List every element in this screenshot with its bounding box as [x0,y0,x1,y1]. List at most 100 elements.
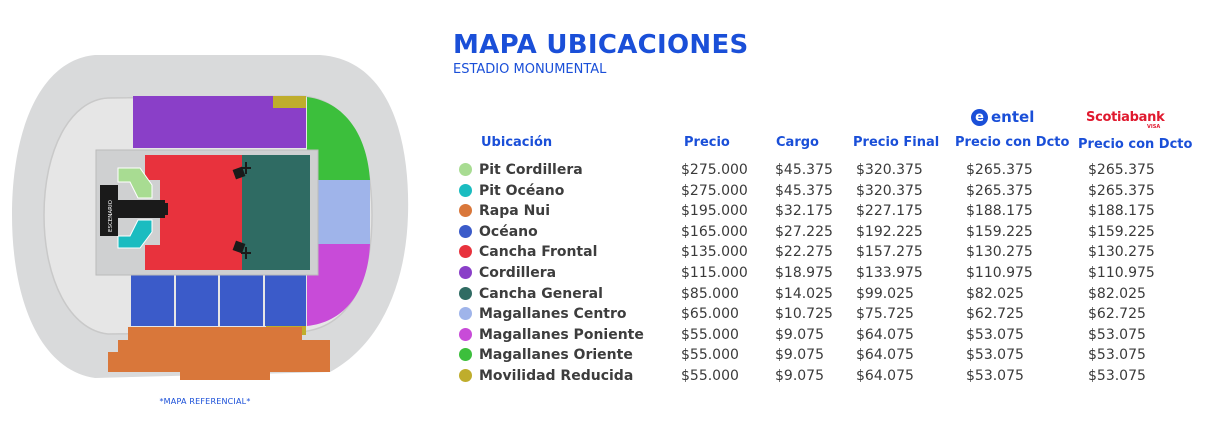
stadium-map: ESCENARIO [12,55,409,380]
zone-color-dot [459,327,472,341]
price-cell: $85.000 [681,285,739,302]
final-price-cell: $192.225 [856,223,923,240]
stage-ramp [148,203,168,215]
entel-price-cell: $159.225 [966,223,1033,240]
entel-price-cell: $265.375 [966,162,1033,178]
scotia-price-cell: $82.025 [1088,285,1146,302]
table-row: Pit Cordillera $275.000 $45.375 $320.375 $26… [0,160,1209,180]
final-price-cell: $227.175 [856,203,923,220]
fee-cell: $9.075 [775,347,824,364]
page-title: MAPA UBICACIONES [453,30,749,60]
stage-label: ESCENARIO [108,199,114,232]
scotia-price-cell: $53.075 [1088,368,1146,384]
table-row: Movilidad Reducida $55.000 $9.075 $64.075 $5… [0,366,1209,386]
zone-name: Océano [479,223,538,240]
scotia-price-cell: $188.175 [1088,203,1155,220]
foh-tower-top-icon [232,162,251,180]
scotia-price-cell: $62.725 [1088,306,1146,323]
scotia-price-cell: $159.225 [1088,223,1155,240]
zone-name: Rapa Nui [479,203,551,220]
section-magallanes-poniente[interactable] [307,244,370,326]
zone-color-dot [459,204,472,218]
final-price-cell: $64.075 [856,368,914,384]
table-row: Océano $165.000 $27.225 $192.225 $159.225 $15… [0,222,1209,242]
zone-color-dot [459,224,472,238]
final-price-cell: $99.025 [856,285,914,302]
final-price-cell: $64.075 [856,326,914,343]
fee-cell: $27.225 [775,223,833,240]
fee-cell: $45.375 [775,182,833,199]
entel-price-cell: $62.725 [966,306,1024,323]
entel-price-cell: $53.075 [966,368,1024,384]
fee-cell: $14.025 [775,285,833,302]
scotia-price-cell: $130.275 [1088,244,1155,261]
table-row: Cancha Frontal $135.000 $22.275 $157.275 $13… [0,242,1209,262]
scotia-price-cell: $53.075 [1088,347,1146,364]
price-cell: $55.000 [681,326,739,343]
zone-color-dot [459,163,472,176]
section-pit-cordillera[interactable] [117,167,153,199]
price-cell: $55.000 [681,368,739,384]
header-precio-scotia: Precio con Dcto [1078,137,1193,152]
zone-name: Magallanes Poniente [479,326,644,343]
header-precio: Precio [684,135,730,150]
table-row: Magallanes Oriente $55.000 $9.075 $64.075 $5… [0,345,1209,365]
entel-price-cell: $82.025 [966,285,1024,302]
section-cancha-frontal[interactable] [145,155,242,270]
price-cell: $115.000 [681,265,748,281]
section-magallanes-centro[interactable] [318,180,370,244]
price-cell: $165.000 [681,223,748,240]
map-caption: *MAPA REFERENCIAL* [159,397,251,406]
final-price-cell: $320.375 [856,162,923,178]
foh-tower-bottom-icon [232,240,251,259]
price-cell: $135.000 [681,244,748,261]
final-price-cell: $157.275 [856,244,923,261]
fee-cell: $10.725 [775,306,833,323]
section-movilidad-reducida-top[interactable] [273,96,306,108]
entel-name: entel [991,108,1035,126]
table-row: Magallanes Poniente $55.000 $9.075 $64.075 $… [0,325,1209,345]
fee-cell: $32.175 [775,203,833,220]
final-price-cell: $133.975 [856,265,923,281]
entel-mark-icon: e [971,108,988,126]
fee-cell: $9.075 [775,326,824,343]
section-rapa-nui[interactable] [108,327,330,380]
entel-price-cell: $53.075 [966,326,1024,343]
entel-price-cell: $130.275 [966,244,1033,261]
scotia-price-cell: $53.075 [1088,326,1146,343]
table-row: Cancha General $85.000 $14.025 $99.025 $82.0… [0,284,1209,304]
zone-name: Magallanes Oriente [479,347,633,364]
scotia-price-cell: $265.375 [1088,182,1155,199]
zone-name: Cancha General [479,285,603,302]
price-cell: $65.000 [681,306,739,323]
zone-name: Pit Cordillera [479,162,583,178]
fee-cell: $18.975 [775,265,833,281]
section-magallanes-oriente[interactable] [307,97,370,180]
price-cell: $275.000 [681,162,748,178]
zone-name: Cordillera [479,265,557,281]
zone-color-dot [459,183,472,197]
zone-color-dot [459,286,472,300]
header-ubicacion: Ubicación [481,135,553,150]
final-price-cell: $75.725 [856,306,914,323]
zone-color-dot [459,369,472,382]
entel-price-cell: $188.175 [966,203,1033,220]
price-cell: $55.000 [681,347,739,364]
price-cell: $275.000 [681,182,748,199]
zone-name: Movilidad Reducida [479,368,634,384]
zone-color-dot [459,266,472,279]
section-cancha-general[interactable] [242,155,310,270]
entel-logo: e entel [971,108,1034,126]
header-precio-final: Precio Final [853,135,940,150]
fee-cell: $9.075 [775,368,824,384]
zone-name: Cancha Frontal [479,244,598,261]
page-subtitle: ESTADIO MONUMENTAL [453,62,607,77]
section-oceano[interactable] [131,274,306,326]
zone-color-dot [459,348,472,362]
scotiabank-visa-label: VISA [1147,124,1161,130]
table-row: Cordillera $115.000 $18.975 $133.975 $110.97… [0,263,1209,283]
zone-name: Pit Océano [479,182,565,199]
section-pit-oceano[interactable] [117,219,153,249]
entel-price-cell: $110.975 [966,265,1033,281]
header-cargo: Cargo [776,135,819,150]
